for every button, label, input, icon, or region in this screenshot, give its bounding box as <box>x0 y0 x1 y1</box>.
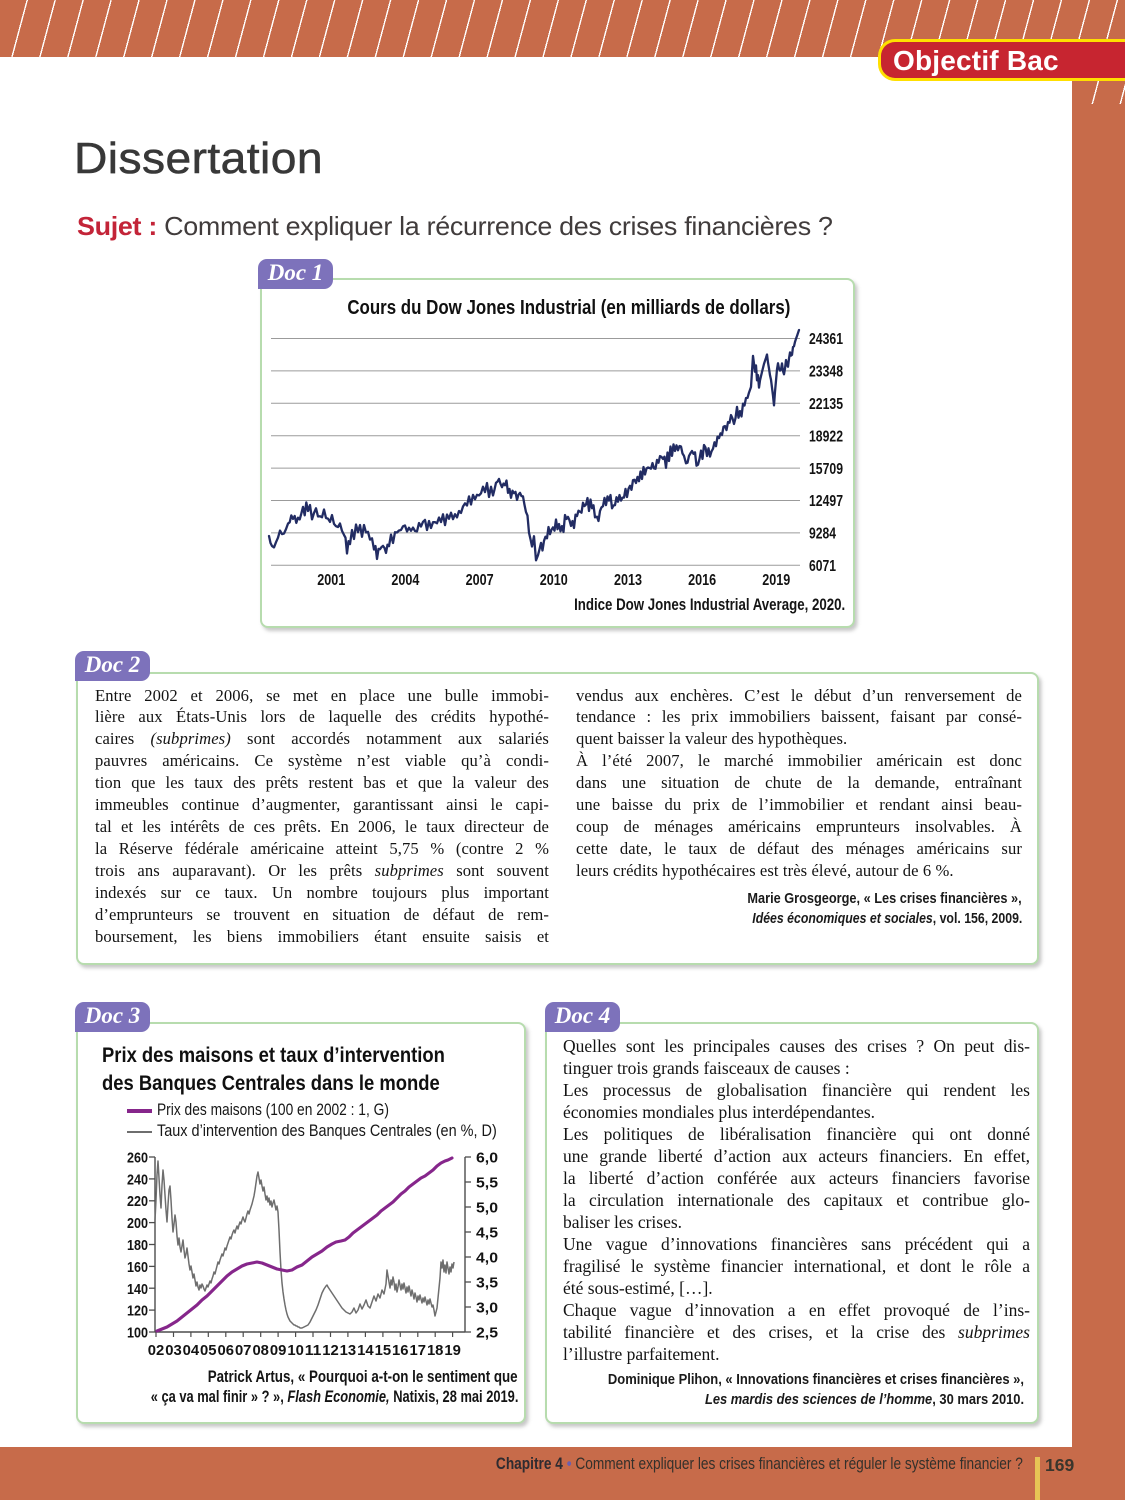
svg-text:4,0: 4,0 <box>476 1250 498 1267</box>
svg-text:240: 240 <box>127 1171 148 1188</box>
svg-text:6071: 6071 <box>809 558 836 575</box>
svg-text:10: 10 <box>287 1342 304 1359</box>
svg-text:08: 08 <box>252 1342 269 1359</box>
svg-text:16: 16 <box>392 1342 409 1359</box>
svg-text:3,0: 3,0 <box>476 1300 498 1317</box>
svg-text:12: 12 <box>322 1342 339 1359</box>
svg-text:160: 160 <box>127 1259 148 1276</box>
svg-text:5,0: 5,0 <box>476 1200 498 1217</box>
svg-text:2001: 2001 <box>317 572 345 589</box>
svg-text:05: 05 <box>200 1342 217 1359</box>
svg-text:14: 14 <box>357 1342 374 1359</box>
svg-text:140: 140 <box>127 1281 148 1298</box>
svg-text:200: 200 <box>127 1215 148 1232</box>
svg-text:15709: 15709 <box>809 461 843 478</box>
svg-text:02: 02 <box>148 1342 165 1359</box>
svg-text:260: 260 <box>127 1150 148 1167</box>
svg-text:4,5: 4,5 <box>476 1225 498 1242</box>
svg-text:07: 07 <box>235 1342 252 1359</box>
svg-text:15: 15 <box>375 1342 392 1359</box>
svg-text:03: 03 <box>165 1342 182 1359</box>
svg-text:2019: 2019 <box>762 572 790 589</box>
svg-text:18: 18 <box>427 1342 444 1359</box>
svg-text:2016: 2016 <box>688 572 716 589</box>
svg-text:24361: 24361 <box>809 331 843 348</box>
svg-text:5,5: 5,5 <box>476 1175 498 1192</box>
svg-text:120: 120 <box>127 1303 148 1320</box>
svg-text:6,0: 6,0 <box>476 1150 498 1167</box>
svg-text:100: 100 <box>127 1325 148 1342</box>
svg-text:12497: 12497 <box>809 493 843 510</box>
svg-text:9284: 9284 <box>809 526 836 543</box>
svg-text:11: 11 <box>305 1342 322 1359</box>
svg-text:09: 09 <box>270 1342 287 1359</box>
svg-text:22135: 22135 <box>809 396 843 413</box>
svg-text:2013: 2013 <box>614 572 642 589</box>
svg-text:13: 13 <box>340 1342 357 1359</box>
svg-text:220: 220 <box>127 1193 148 1210</box>
svg-text:19: 19 <box>444 1342 461 1359</box>
svg-text:2007: 2007 <box>466 572 494 589</box>
svg-text:17: 17 <box>410 1342 427 1359</box>
svg-text:18922: 18922 <box>809 428 843 445</box>
svg-text:2,5: 2,5 <box>476 1325 498 1342</box>
svg-text:2004: 2004 <box>391 572 419 589</box>
svg-text:23348: 23348 <box>809 364 843 381</box>
svg-text:06: 06 <box>218 1342 235 1359</box>
svg-text:180: 180 <box>127 1237 148 1254</box>
svg-text:2010: 2010 <box>540 572 568 589</box>
svg-text:3,5: 3,5 <box>476 1275 498 1292</box>
svg-text:04: 04 <box>183 1342 200 1359</box>
